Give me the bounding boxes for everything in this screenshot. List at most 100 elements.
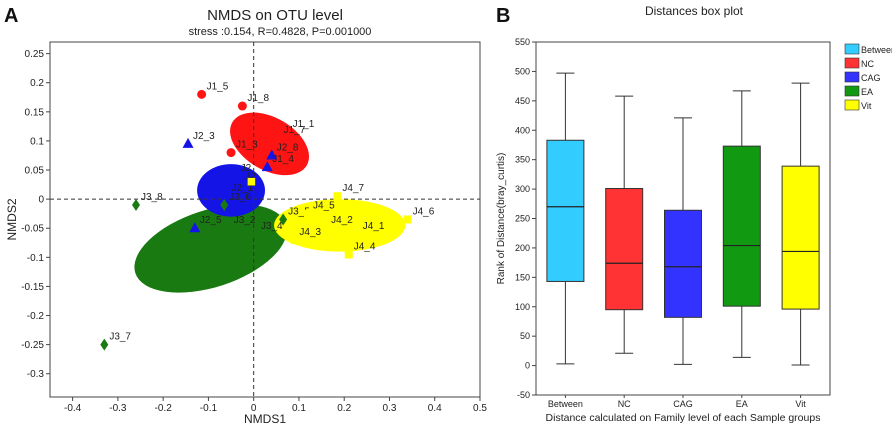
y-tick-label: 0.2	[30, 78, 44, 89]
point-label: J4_5	[313, 201, 335, 212]
point-label: J2_5	[200, 215, 222, 226]
y-tick-label: 0.1	[30, 136, 44, 147]
point-nc	[283, 127, 293, 137]
x-tick-label: 0.1	[292, 403, 306, 414]
y-tick-label: 400	[515, 125, 530, 135]
point-label: J4_4	[354, 241, 376, 252]
point-nc	[226, 148, 236, 158]
panel-label-a: A	[4, 5, 18, 27]
point-nc	[237, 101, 247, 111]
box-ea	[722, 90, 761, 358]
y-tick-label: -0.1	[27, 253, 45, 264]
point-label: J1_3	[236, 140, 258, 151]
point-label: J3_5	[288, 207, 310, 218]
ellipse-cag	[197, 164, 265, 217]
y-tick-label: 0.25	[25, 49, 45, 60]
x-tick-label: -0.3	[109, 403, 127, 414]
x-axis-label: NMDS1	[244, 412, 286, 426]
x-tick-label: CAG	[673, 399, 693, 409]
legend-label: EA	[861, 87, 873, 97]
point-nc	[274, 133, 284, 143]
y-tick-label: 200	[515, 243, 530, 253]
point-cag	[182, 137, 194, 148]
y-tick-label: -0.3	[27, 369, 45, 380]
point-ea	[132, 198, 140, 211]
point-ea	[279, 213, 288, 226]
y-tick-label: 0	[38, 195, 44, 206]
point-cag	[230, 169, 242, 180]
x-tick-label: EA	[736, 399, 748, 409]
point-cag	[221, 190, 233, 201]
panel-label-b: B	[496, 5, 510, 27]
x-tick-label: Vit	[795, 399, 806, 409]
x-tick-label: -0.2	[155, 403, 173, 414]
point-vit	[333, 192, 342, 201]
point-label: J4_7	[342, 183, 364, 194]
legend-swatch	[844, 43, 860, 55]
point-cag	[234, 178, 246, 189]
point-label: J1_5	[207, 81, 229, 92]
point-label: J1_4	[272, 154, 294, 165]
y-tick-label: -0.15	[21, 282, 44, 293]
point-label: J4_6	[413, 207, 435, 218]
nmds-title: NMDS on OTU level	[207, 7, 343, 24]
point-label: J1_1	[293, 119, 315, 130]
box-iqr	[546, 139, 585, 282]
y-tick-label: 0.15	[25, 107, 45, 118]
x-axis-label: Distance calculated on Family level of e…	[546, 412, 821, 424]
point-ea	[224, 222, 233, 235]
y-tick-label: -0.2	[27, 311, 45, 322]
point-label: J4_3	[299, 227, 321, 238]
box-nc	[605, 95, 644, 354]
point-nc	[197, 89, 207, 99]
x-tick-label: 0	[251, 403, 257, 414]
y-tick-label: 550	[515, 37, 530, 47]
x-tick-label: 0.3	[383, 403, 397, 414]
point-label: J1_8	[247, 93, 269, 104]
box-between	[546, 72, 585, 365]
ellipse-ea	[134, 204, 287, 293]
point-vit	[322, 224, 331, 233]
nmds-panel: A NMDS on OTU level stress :0.154, R=0.482…	[4, 5, 487, 426]
y-tick-label: -50	[517, 390, 530, 400]
y-axis-label: Rank of Distance(bray_curtis)	[496, 153, 507, 285]
point-cag	[266, 149, 278, 160]
y-tick-label: 250	[515, 214, 530, 224]
point-label: J2_8	[277, 142, 299, 153]
point-label: J3_6	[229, 192, 251, 203]
y-axis-label: NMDS2	[5, 198, 19, 240]
x-tick-label: -0.1	[200, 403, 218, 414]
x-tick-label: -0.4	[64, 403, 82, 414]
point-cag	[189, 222, 201, 233]
box-iqr	[605, 187, 644, 311]
x-tick-label: 0.5	[473, 403, 487, 414]
boxplot-title: Distances box plot	[645, 4, 744, 18]
point-ea	[220, 198, 229, 211]
legend-label: NC	[861, 59, 874, 69]
y-tick-label: 100	[515, 302, 530, 312]
point-label: J2_3	[193, 131, 215, 142]
point-vit	[247, 177, 256, 186]
legend-swatch	[844, 85, 860, 97]
box-cag	[664, 117, 702, 365]
point-label: J4_2	[331, 215, 353, 226]
x-tick-label: NC	[618, 399, 631, 409]
point-vit	[290, 235, 299, 244]
legend: Between NC CAG EA Vit	[844, 43, 892, 111]
box-iqr	[664, 209, 702, 318]
point-label: J3_4	[261, 221, 283, 232]
nmds-chart: A NMDS on OTU level stress :0.154, R=0.482…	[4, 5, 487, 426]
point-label: J2	[245, 172, 256, 183]
point-vit	[353, 230, 362, 239]
point-ea	[100, 338, 109, 351]
boxplot-chart: B Distances box plot -50 0 50 100 150 200 250 300…	[496, 4, 892, 424]
point-vit	[304, 209, 312, 218]
y-tick-label: -0.05	[21, 224, 44, 235]
x-tick-label: Between	[548, 399, 583, 409]
point-label: J1_7	[284, 125, 306, 136]
legend-label: Vit	[861, 101, 872, 111]
y-tick-label: 50	[520, 331, 530, 341]
legend-label: Between	[861, 45, 892, 55]
box-iqr	[722, 145, 761, 307]
y-tick-label: 450	[515, 96, 530, 106]
